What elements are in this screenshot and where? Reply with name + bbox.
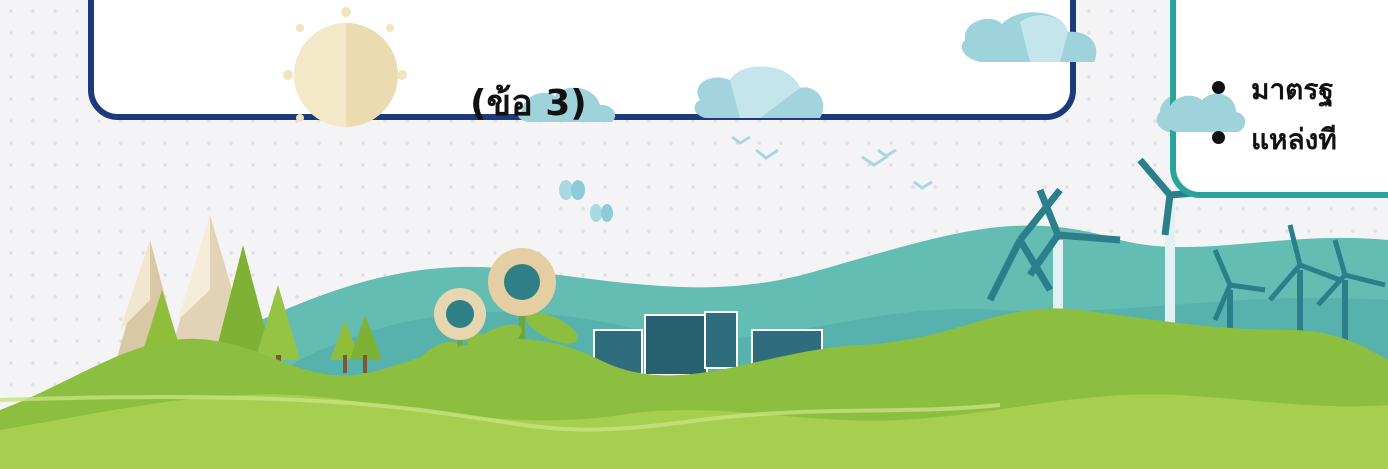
butterfly-icon	[559, 180, 613, 222]
green-hill-front	[0, 394, 1388, 469]
sun-icon	[283, 7, 407, 127]
cloud-icon	[1163, 93, 1246, 132]
bullet-item: แหล่งที	[1212, 126, 1337, 154]
bullet-dot-icon	[1212, 80, 1225, 94]
bird-icon	[731, 135, 933, 190]
cloud-icon	[961, 12, 1097, 62]
bullet-text: แหล่งที	[1251, 123, 1337, 156]
bullet-dot-icon	[1212, 130, 1225, 144]
item-label: (ข้อ 3)	[470, 83, 587, 124]
cloud-icon	[518, 66, 824, 122]
bullet-item: มาตรฐ	[1212, 76, 1334, 104]
bullet-text: มาตรฐ	[1251, 73, 1334, 106]
